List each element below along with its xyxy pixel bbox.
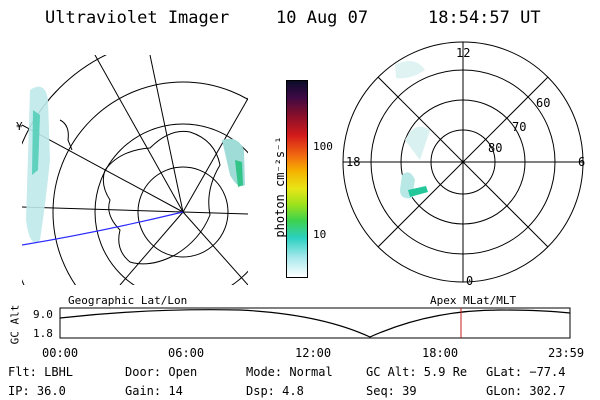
geographic-map bbox=[22, 55, 248, 285]
instrument-title: Ultraviolet Imager bbox=[45, 8, 230, 28]
aurora-patch-top bbox=[395, 61, 425, 79]
filter-info: Flt: LBHL bbox=[8, 365, 74, 379]
alt-xtick-3: 18:00 bbox=[422, 346, 459, 360]
colorbar-tick-100: 100 bbox=[313, 140, 333, 153]
geo-panel-label: Geographic Lat/Lon bbox=[68, 294, 188, 307]
alt-xtick-1: 06:00 bbox=[168, 346, 205, 360]
south-america-coastline bbox=[59, 119, 73, 151]
aurora-patch-mid bbox=[405, 126, 430, 160]
mlat-label-80: 80 bbox=[488, 141, 503, 155]
mlat-label-60: 60 bbox=[536, 96, 551, 110]
ip-info: IP: 36.0 bbox=[8, 384, 66, 398]
mode-info: Mode: Normal bbox=[246, 365, 333, 379]
mlt-label-6: 6 bbox=[578, 155, 586, 169]
alt-ytick-top: 9.0 bbox=[33, 308, 53, 321]
glon-info: GLon: 302.7 bbox=[486, 384, 566, 398]
altitude-plot bbox=[59, 307, 571, 339]
seq-info: Seq: 39 bbox=[366, 384, 417, 398]
dsp-info: Dsp: 4.8 bbox=[246, 384, 304, 398]
door-info: Door: Open bbox=[125, 365, 198, 379]
gcalt-info: GC Alt: 5.9 Re bbox=[366, 365, 468, 379]
antarctica-coastline bbox=[102, 130, 221, 265]
alt-xtick-0: 00:00 bbox=[42, 346, 79, 360]
mlt-label-12: 12 bbox=[456, 46, 471, 60]
colorbar-unit-label: photon cm⁻²s⁻¹ bbox=[273, 136, 287, 238]
lat-circle bbox=[52, 81, 248, 285]
colorbar-tick-10: 10 bbox=[313, 228, 327, 241]
satellite-ground-track bbox=[22, 211, 184, 246]
mlt-label-0: 0 bbox=[466, 274, 474, 288]
alt-ylabel: GC Alt bbox=[8, 304, 22, 345]
mlt-label-18: 18 bbox=[346, 155, 361, 169]
time-label: 18:54:57 UT bbox=[428, 8, 541, 28]
colorbar bbox=[286, 80, 308, 278]
alt-ytick-bottom: 1.8 bbox=[33, 327, 53, 340]
lat-circle bbox=[94, 123, 248, 285]
geo-edge-mark: ¥ bbox=[16, 120, 23, 133]
alt-xtick-2: 12:00 bbox=[295, 346, 332, 360]
gain-info: Gain: 14 bbox=[125, 384, 183, 398]
mlat-label-70: 70 bbox=[512, 120, 527, 134]
polar-panel-label: Apex MLat/MLT bbox=[430, 294, 517, 307]
altitude-curve bbox=[59, 309, 571, 338]
lat-circle bbox=[137, 166, 229, 258]
alt-xtick-4: 23:59 bbox=[548, 346, 585, 360]
glat-info: GLat: −77.4 bbox=[486, 365, 566, 379]
polar-plot bbox=[342, 41, 584, 283]
date-label: 10 Aug 07 bbox=[276, 8, 369, 28]
